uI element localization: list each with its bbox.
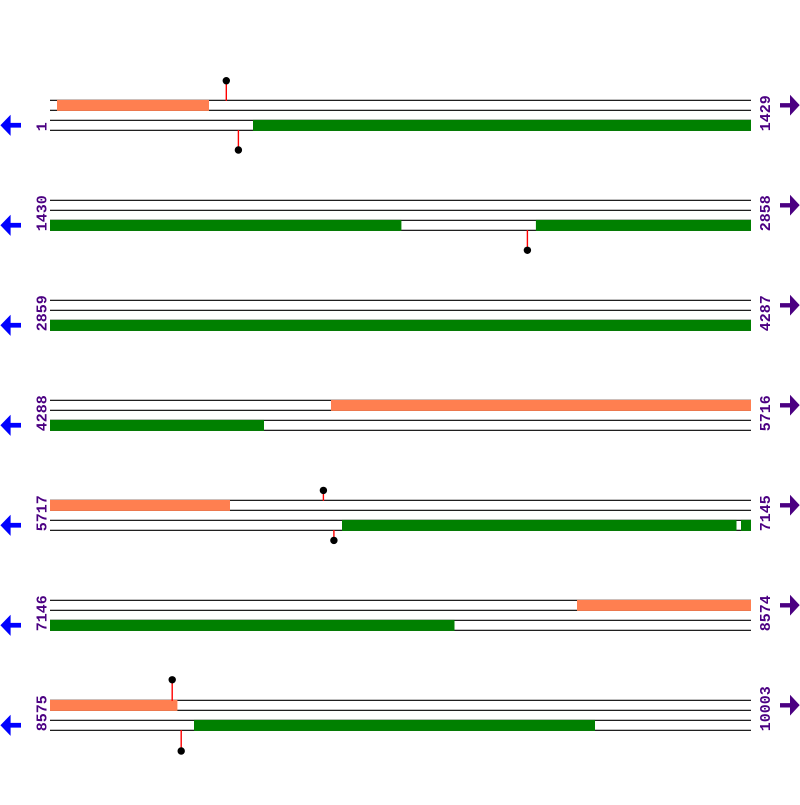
svg-text:8574: 8574	[758, 595, 775, 631]
svg-text:7146: 7146	[34, 595, 51, 631]
svg-text:2859: 2859	[34, 295, 51, 331]
svg-text:1: 1	[34, 122, 51, 131]
svg-text:2858: 2858	[758, 195, 775, 231]
svg-text:4288: 4288	[34, 395, 51, 431]
svg-text:1430: 1430	[34, 195, 51, 231]
svg-text:8575: 8575	[34, 695, 51, 731]
svg-text:1429: 1429	[758, 95, 775, 131]
svg-text:10003: 10003	[758, 686, 775, 731]
svg-text:5716: 5716	[758, 395, 775, 431]
svg-text:5717: 5717	[34, 495, 51, 531]
svg-text:7145: 7145	[758, 495, 775, 531]
svg-text:4287: 4287	[758, 295, 775, 331]
